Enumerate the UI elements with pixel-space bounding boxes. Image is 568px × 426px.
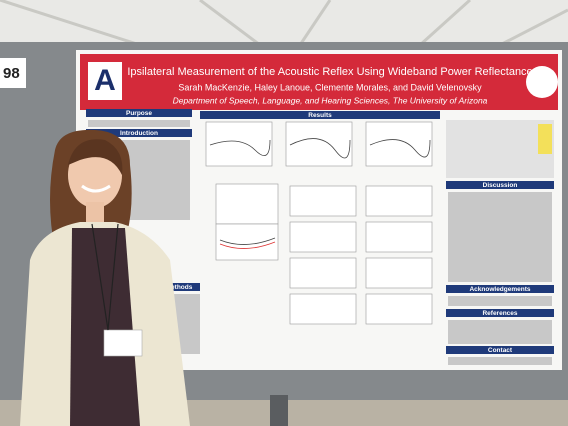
section-heading: Discussion [483, 182, 518, 189]
wildcat-logo [526, 66, 558, 98]
poster-department: Department of Speech, Language, and Hear… [173, 95, 488, 105]
section-bar [200, 111, 440, 119]
board-number: 98 [3, 65, 20, 82]
section-heading: Methods [166, 284, 193, 291]
section-heading: Contact [488, 347, 513, 354]
section-bar [86, 129, 192, 137]
text-blocks [88, 120, 554, 365]
poster-authors: Sarah MacKenzie, Haley Lanoue, Clemente … [178, 82, 482, 92]
poster-title: Ipsilateral Measurement of the Acoustic … [127, 66, 532, 78]
section-heading: Acknowledgements [469, 286, 530, 293]
plot-curves [219, 241, 276, 249]
section-bar [446, 181, 554, 189]
number-card [0, 58, 26, 88]
result-plots [205, 121, 433, 325]
section-heading: Introduction [120, 130, 158, 137]
easel-leg [270, 395, 288, 426]
section-bar [446, 309, 554, 317]
plot-curves [209, 138, 431, 245]
section-bar [446, 285, 554, 293]
section-bar [158, 283, 200, 291]
section-heading: References [482, 310, 517, 317]
logo-box [88, 62, 122, 100]
section-heading: Results [308, 112, 332, 119]
poster-header [80, 54, 558, 110]
section-bar [86, 109, 192, 117]
logo: A [94, 64, 116, 97]
tent-frame [0, 0, 568, 47]
section-bar [446, 346, 554, 354]
person [20, 129, 190, 426]
section-heading: Purpose [126, 110, 152, 117]
